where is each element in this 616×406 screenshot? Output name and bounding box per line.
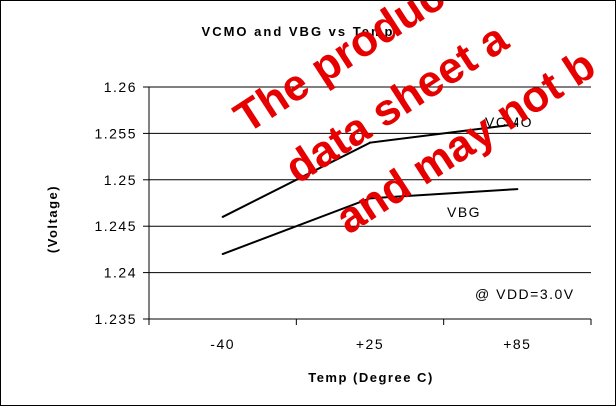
series-layer xyxy=(221,123,519,256)
y-tick-label: 1.25 xyxy=(104,172,137,188)
watermark: The product a data sheet a and may not b xyxy=(226,1,604,244)
series-label-vcmo: VCMO xyxy=(485,114,533,130)
series-label-vbg: VBG xyxy=(447,204,481,220)
y-tick-label: 1.255 xyxy=(94,125,137,141)
data-point-vcmo xyxy=(369,141,371,144)
vdd-annotation: @ VDD=3.0V xyxy=(475,286,575,302)
x-tick-label: -40 xyxy=(210,336,235,352)
y-axis-title: (Voltage) xyxy=(45,185,60,253)
y-tick-label: 1.235 xyxy=(94,311,137,327)
axis-layer: 1.26 1.255 1.25 1.245 1.24 1.235 -40 +25 +85 xyxy=(94,79,592,352)
x-tick-label: +25 xyxy=(356,336,384,352)
data-point-vbg xyxy=(221,253,224,256)
y-tick-label: 1.245 xyxy=(94,218,137,234)
data-point-vbg xyxy=(516,188,519,191)
chart-title: VCMO and VBG vs Temp xyxy=(202,24,395,39)
y-tick-label: 1.24 xyxy=(104,265,137,281)
x-tick-label: +85 xyxy=(503,336,531,352)
data-point-vcmo xyxy=(221,215,224,218)
data-point-vcmo xyxy=(516,123,519,126)
y-tick-label: 1.26 xyxy=(104,79,137,95)
data-point-vbg xyxy=(369,197,371,200)
grid-layer xyxy=(149,86,591,274)
x-axis-title: Temp (Degree C) xyxy=(308,370,434,385)
